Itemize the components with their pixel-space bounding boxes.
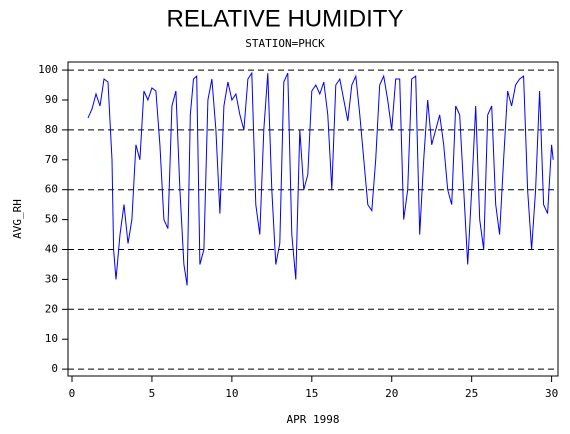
x-tick-label: 15: [305, 387, 318, 400]
x-tick-label: 30: [545, 387, 558, 400]
x-tick-label: 5: [149, 387, 156, 400]
y-tick-label: 80: [45, 123, 58, 136]
x-axis-label: APR 1998: [287, 413, 340, 426]
y-axis-label: AVG_RH: [11, 199, 24, 239]
x-tick-label: 25: [465, 387, 478, 400]
y-tick-label: 40: [45, 243, 58, 256]
x-tick-label: 0: [69, 387, 76, 400]
data-line: [87, 71, 554, 286]
y-tick-label: 30: [45, 272, 58, 285]
y-tick-label: 50: [45, 213, 58, 226]
x-tick-label: 10: [225, 387, 238, 400]
y-tick-label: 10: [45, 332, 58, 345]
x-tick-label: 20: [385, 387, 398, 400]
y-tick-label: 90: [45, 93, 58, 106]
y-tick-label: 60: [45, 183, 58, 196]
y-tick-label: 70: [45, 153, 58, 166]
plot-frame: [67, 61, 559, 377]
y-tick-label: 100: [38, 63, 58, 76]
chart-title: RELATIVE HUMIDITY: [167, 5, 404, 32]
chart-subtitle: STATION=PHCK: [245, 37, 325, 50]
y-tick-label: 0: [51, 362, 58, 375]
y-tick-label: 20: [45, 302, 58, 315]
